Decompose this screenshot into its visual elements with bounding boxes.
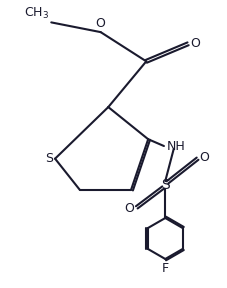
Text: O: O: [96, 17, 106, 31]
Text: S: S: [45, 152, 53, 165]
Text: CH$_3$: CH$_3$: [24, 6, 49, 21]
Text: O: O: [124, 202, 134, 215]
Text: O: O: [191, 37, 200, 50]
Text: NH: NH: [167, 139, 186, 153]
Text: S: S: [161, 178, 170, 192]
Text: O: O: [200, 151, 210, 164]
Text: F: F: [162, 262, 169, 274]
